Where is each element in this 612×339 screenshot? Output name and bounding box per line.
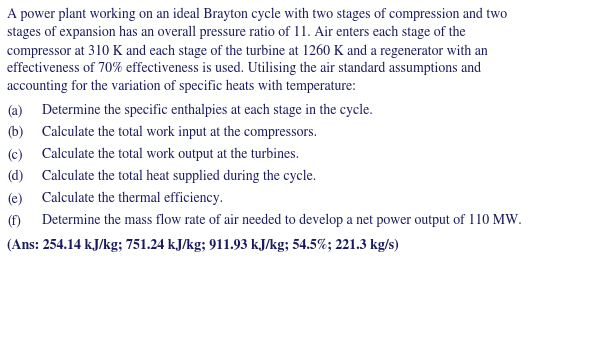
Text: (e): (e) (7, 192, 23, 205)
Text: (Ans: 254.14 kJ/kg; 751.24 kJ/kg; 911.93 kJ/kg; 54.5%; 221.3 kg/s): (Ans: 254.14 kJ/kg; 751.24 kJ/kg; 911.93… (7, 238, 399, 252)
Text: (d): (d) (7, 170, 23, 183)
Text: Calculate the total heat supplied during the cycle.: Calculate the total heat supplied during… (42, 170, 316, 183)
Text: Calculate the total work output at the turbines.: Calculate the total work output at the t… (42, 148, 299, 161)
Text: (a): (a) (7, 104, 23, 117)
Text: compressor at 310 K and each stage of the turbine at 1260 K and a regenerator wi: compressor at 310 K and each stage of th… (7, 44, 488, 58)
Text: A power plant working on an ideal Brayton cycle with two stages of compression a: A power plant working on an ideal Brayto… (7, 8, 507, 21)
Text: (b): (b) (7, 126, 23, 139)
Text: effectiveness of 70% effectiveness is used. Utilising the air standard assumptio: effectiveness of 70% effectiveness is us… (7, 62, 481, 75)
Text: stages of expansion has an overall pressure ratio of 11. Air enters each stage o: stages of expansion has an overall press… (7, 26, 466, 39)
Text: Calculate the total work input at the compressors.: Calculate the total work input at the co… (42, 126, 317, 139)
Text: (c): (c) (7, 148, 23, 161)
Text: Determine the specific enthalpies at each stage in the cycle.: Determine the specific enthalpies at eac… (42, 104, 373, 117)
Text: (f): (f) (7, 214, 21, 227)
Text: accounting for the variation of specific heats with temperature:: accounting for the variation of specific… (7, 80, 356, 93)
Text: Determine the mass flow rate of air needed to develop a net power output of 110 : Determine the mass flow rate of air need… (42, 214, 522, 227)
Text: Calculate the thermal efficiency.: Calculate the thermal efficiency. (42, 192, 223, 205)
